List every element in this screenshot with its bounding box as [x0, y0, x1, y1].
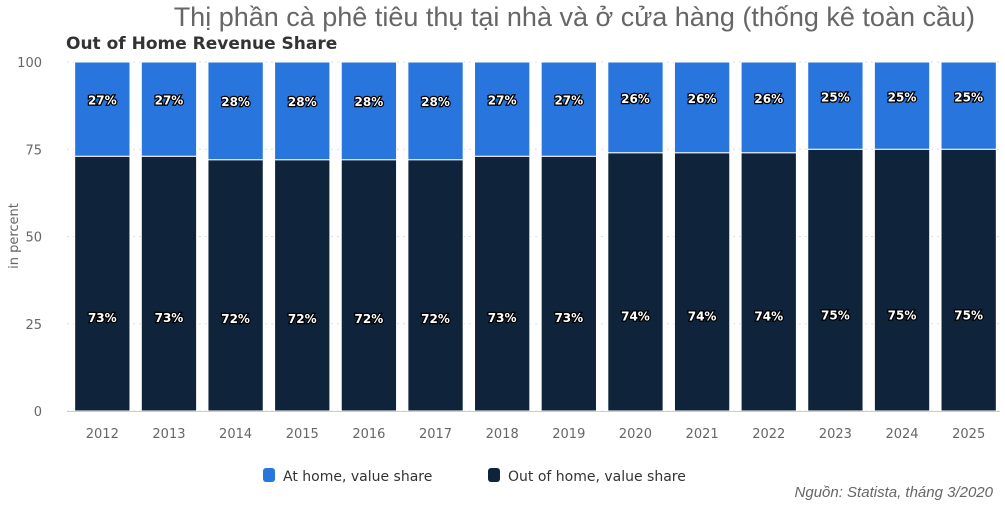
x-tick-label: 2022: [752, 427, 785, 442]
data-label: 27%: [88, 93, 117, 107]
bar-segment: [740, 61, 797, 154]
y-axis-label: in percent: [7, 203, 22, 269]
bar-segment: [140, 61, 198, 157]
bar-segment: [74, 61, 131, 157]
bar-segment: [807, 148, 864, 412]
bar-segment: [407, 61, 464, 161]
bar-segment: [140, 155, 198, 412]
main-title: Thị phần cà phê tiêu thụ tại nhà và ở cử…: [173, 2, 975, 32]
data-label: 25%: [821, 90, 850, 104]
data-label: 26%: [754, 92, 783, 106]
bar-segment: [607, 152, 664, 412]
data-label: 27%: [155, 93, 184, 107]
y-tick-label: 100: [17, 56, 42, 71]
chart-title: Out of Home Revenue Share: [66, 34, 338, 54]
bar-segment: [673, 61, 731, 154]
y-tick-label: 75: [25, 143, 42, 158]
data-label: 72%: [288, 312, 317, 326]
data-label: 73%: [155, 311, 184, 325]
bar-segment: [340, 159, 398, 412]
x-tick-label: 2023: [819, 427, 852, 442]
bar-segment: [74, 155, 131, 412]
data-label: 27%: [554, 93, 583, 107]
bar-segment: [873, 148, 931, 412]
x-tick-label: 2013: [152, 427, 185, 442]
bar-segment: [540, 155, 597, 412]
x-tick-label: 2018: [486, 427, 519, 442]
legend-label: At home, value share: [283, 469, 432, 485]
bar-segment: [740, 152, 797, 412]
bar-segment: [474, 155, 531, 412]
x-tick-label: 2025: [952, 427, 985, 442]
data-label: 25%: [954, 90, 983, 104]
data-label: 72%: [221, 312, 250, 326]
data-label: 73%: [488, 311, 517, 325]
data-label: 75%: [954, 308, 983, 322]
x-tick-label: 2014: [219, 427, 252, 442]
bar-segment: [207, 61, 264, 161]
data-label: 28%: [355, 95, 384, 109]
x-tick-label: 2019: [552, 427, 585, 442]
data-label: 28%: [421, 95, 450, 109]
bar-segment: [807, 61, 864, 150]
data-label: 28%: [288, 95, 317, 109]
data-label: 26%: [688, 92, 717, 106]
data-label: 73%: [554, 311, 583, 325]
legend-swatch: [488, 468, 500, 482]
data-label: 74%: [621, 310, 650, 324]
data-label: 27%: [488, 93, 517, 107]
bar-segment: [474, 61, 531, 157]
legend-swatch: [263, 468, 275, 482]
x-tick-label: 2015: [286, 427, 319, 442]
data-label: 73%: [88, 311, 117, 325]
bar-segment: [340, 61, 398, 161]
bar-segment: [940, 148, 997, 412]
bar-segment: [873, 61, 931, 150]
bar-segment: [274, 61, 331, 161]
bar-segment: [274, 159, 331, 412]
bar-segment: [940, 61, 997, 150]
y-tick-label: 25: [25, 318, 42, 333]
x-tick-label: 2016: [352, 427, 385, 442]
data-label: 72%: [421, 312, 450, 326]
data-label: 75%: [821, 308, 850, 322]
bar-segment: [407, 159, 464, 412]
x-tick-label: 2017: [419, 427, 452, 442]
legend-label: Out of home, value share: [508, 469, 686, 485]
data-label: 74%: [688, 310, 717, 324]
data-label: 26%: [621, 92, 650, 106]
y-tick-label: 50: [25, 231, 42, 246]
bar-segment: [207, 159, 264, 412]
data-label: 28%: [221, 95, 250, 109]
data-label: 75%: [888, 308, 917, 322]
bar-segment: [540, 61, 597, 157]
x-tick-label: 2024: [885, 427, 918, 442]
bar-segment: [607, 61, 664, 154]
x-tick-label: 2021: [686, 427, 719, 442]
data-label: 72%: [355, 312, 384, 326]
source-note: Nguồn: Statista, tháng 3/2020: [794, 484, 993, 501]
bar-segment: [673, 152, 731, 412]
data-label: 74%: [754, 310, 783, 324]
data-label: 25%: [888, 90, 917, 104]
y-tick-label: 0: [34, 405, 42, 420]
x-tick-label: 2012: [86, 427, 119, 442]
x-tick-label: 2020: [619, 427, 652, 442]
